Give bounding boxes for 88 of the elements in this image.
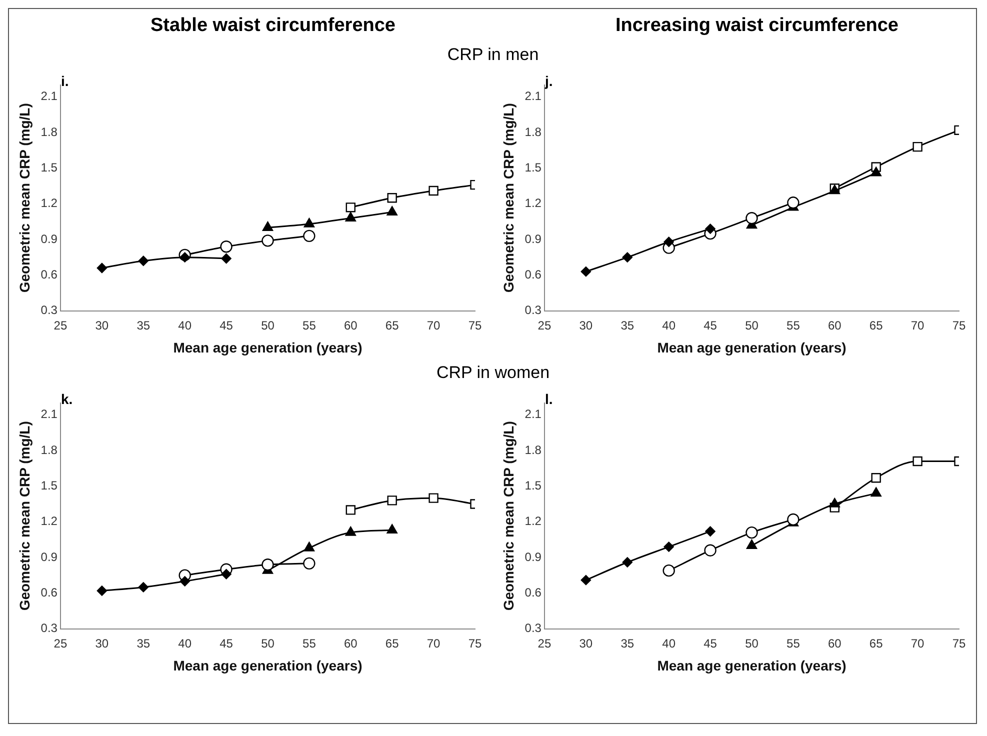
- x-tick-label: 70: [910, 636, 925, 650]
- x-tick-label: 35: [136, 318, 150, 332]
- x-axis-title: Mean age generation (years): [657, 339, 846, 356]
- annotation: l.: [545, 391, 553, 407]
- annotation: j.: [545, 73, 553, 89]
- x-tick-label: 75: [468, 636, 482, 650]
- y-tick-label: 1.5: [40, 160, 58, 174]
- annotation: k.: [61, 391, 73, 407]
- x-tick-label: 55: [786, 636, 800, 650]
- x-tick-label: 35: [620, 318, 634, 332]
- x-tick-label: 60: [344, 318, 358, 332]
- x-tick-label: 60: [344, 636, 358, 650]
- y-tick-label: 0.6: [524, 267, 542, 282]
- y-tick-label: 0.6: [40, 267, 58, 282]
- y-tick-label: 1.5: [524, 160, 542, 174]
- y-tick-label: 0.3: [524, 621, 542, 636]
- y-tick-label: 0.9: [524, 232, 542, 246]
- x-tick-label: 65: [385, 636, 400, 650]
- y-tick-label: 1.8: [40, 442, 58, 457]
- x-tick-label: 75: [952, 636, 966, 650]
- x-tick-label: 70: [426, 636, 441, 650]
- x-tick-label: 50: [745, 318, 759, 332]
- x-tick-label: 65: [385, 318, 400, 332]
- x-tick-label: 55: [302, 636, 316, 650]
- y-tick-label: 1.2: [40, 196, 58, 210]
- x-tick-label: 25: [54, 318, 68, 332]
- chart-title: Increasing waist circumference: [614, 15, 900, 38]
- y-tick-label: 2.1: [40, 89, 58, 104]
- x-tick-label: 70: [910, 318, 925, 332]
- x-tick-label: 30: [579, 318, 593, 332]
- y-tick-label: 1.2: [524, 196, 542, 210]
- y-tick-label: 1.8: [40, 124, 58, 139]
- y-axis-title: Geometric mean CRP (mg/L): [500, 103, 516, 293]
- x-tick-label: 60: [828, 636, 842, 650]
- y-tick-label: 2.1: [524, 89, 542, 104]
- x-tick-label: 75: [468, 318, 482, 332]
- x-tick-label: 45: [704, 636, 718, 650]
- x-tick-label: 45: [220, 318, 234, 332]
- y-tick-label: 1.8: [524, 442, 542, 457]
- y-tick-label: 1.5: [40, 478, 58, 492]
- x-tick-label: 40: [662, 318, 676, 332]
- y-tick-label: 1.5: [524, 478, 542, 492]
- x-tick-label: 55: [302, 318, 316, 332]
- y-tick-label: 2.1: [40, 407, 58, 422]
- x-tick-label: 45: [704, 318, 718, 332]
- y-tick-label: 1.8: [524, 124, 542, 139]
- x-tick-label: 30: [579, 636, 593, 650]
- y-tick-label: 1.2: [40, 514, 58, 528]
- x-tick-label: 40: [178, 318, 192, 332]
- y-tick-label: 0.6: [40, 585, 58, 600]
- x-tick-label: 45: [220, 636, 234, 650]
- x-tick-label: 25: [54, 636, 68, 650]
- x-tick-label: 35: [136, 636, 150, 650]
- y-tick-label: 0.3: [40, 303, 58, 318]
- x-axis-title: Mean age generation (years): [173, 657, 362, 674]
- chart-subtitle: CRP in women: [435, 363, 551, 383]
- x-tick-label: 65: [869, 636, 884, 650]
- chart-subtitle: CRP in men: [446, 45, 540, 65]
- x-tick-label: 50: [745, 636, 759, 650]
- x-tick-label: 55: [786, 318, 800, 332]
- x-tick-label: 40: [178, 636, 192, 650]
- chart-title: Stable waist circumference: [150, 15, 396, 38]
- annotation: i.: [61, 73, 69, 89]
- x-tick-label: 25: [538, 318, 552, 332]
- y-tick-label: 0.3: [40, 621, 58, 636]
- x-tick-label: 30: [95, 636, 109, 650]
- y-tick-label: 0.9: [524, 550, 542, 564]
- y-tick-label: 0.9: [40, 550, 58, 564]
- x-tick-label: 50: [261, 636, 275, 650]
- x-tick-label: 70: [426, 318, 441, 332]
- x-tick-label: 35: [620, 636, 634, 650]
- y-tick-label: 1.2: [524, 514, 542, 528]
- y-axis-title: Geometric mean CRP (mg/L): [16, 421, 32, 611]
- x-tick-label: 30: [95, 318, 109, 332]
- y-tick-label: 2.1: [524, 407, 542, 422]
- x-tick-label: 65: [869, 318, 884, 332]
- y-tick-label: 0.9: [40, 232, 58, 246]
- x-tick-label: 50: [261, 318, 275, 332]
- x-axis-title: Mean age generation (years): [657, 657, 846, 674]
- x-axis-title: Mean age generation (years): [173, 339, 362, 356]
- x-tick-label: 40: [662, 636, 676, 650]
- y-tick-label: 0.3: [524, 303, 542, 318]
- y-tick-label: 0.6: [524, 585, 542, 600]
- y-axis-title: Geometric mean CRP (mg/L): [500, 421, 516, 611]
- x-tick-label: 25: [538, 636, 552, 650]
- x-tick-label: 75: [952, 318, 966, 332]
- x-tick-label: 60: [828, 318, 842, 332]
- y-axis-title: Geometric mean CRP (mg/L): [16, 103, 32, 293]
